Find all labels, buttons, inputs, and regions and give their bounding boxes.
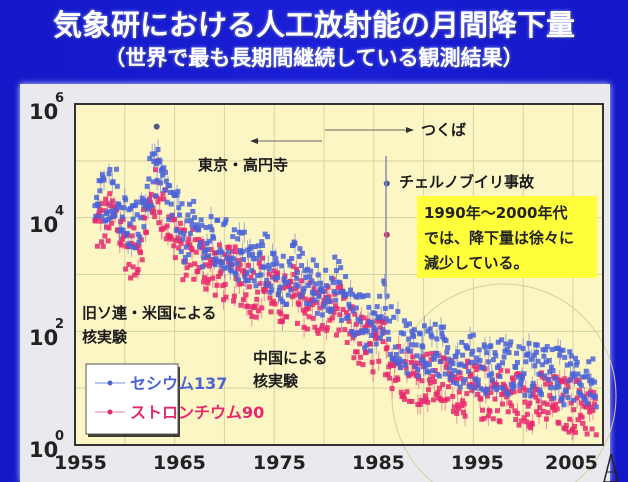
plot-frame	[74, 103, 604, 446]
koenji-label: 東京・高円寺	[198, 156, 288, 174]
koenji-arrow	[250, 138, 322, 144]
y-tick-1e4-exp: 4	[55, 204, 64, 219]
legend-item-cesium: セシウム137	[95, 374, 227, 393]
chernobyl-label: チェルノブイリ事故	[399, 173, 535, 191]
tsukuba-label: つくば	[421, 121, 466, 139]
tsukuba-arrow	[325, 127, 414, 133]
legend: セシウム137 ストロンチウム90	[85, 363, 264, 437]
note-line1: 1990年～2000年代	[424, 204, 568, 222]
y-tick-1e6: 10	[29, 100, 58, 124]
legend-label-strontium: ストロンチウム90	[130, 403, 264, 422]
note-line3: 減少している。	[424, 254, 529, 272]
china-label-line1: 中国による	[253, 349, 328, 367]
x-tick-1995: 1995	[451, 452, 504, 474]
page-subtitle: （世界で最も長期間継続している観測結果）	[104, 46, 524, 70]
x-tick-1975: 1975	[253, 452, 306, 474]
legend-item-strontium: ストロンチウム90	[95, 403, 264, 422]
ussr-us-label-line2: 核実験	[82, 328, 128, 346]
y-tick-1e4: 10	[29, 213, 58, 237]
y-axis: 10 6 10 4 10 2 10 0	[29, 91, 64, 462]
ussr-us-label-line1: 旧ソ連・米国による	[82, 304, 217, 322]
y-tick-1e0-exp: 0	[55, 429, 64, 444]
x-tick-1985: 1985	[352, 452, 405, 474]
y-tick-1e2-exp: 2	[55, 317, 64, 332]
china-label-line2: 核実験	[253, 372, 299, 390]
x-tick-1965: 1965	[153, 452, 206, 474]
page-title: 気象研における人工放射能の月間降下量	[52, 8, 575, 42]
x-axis: 1955 1965 1975 1985 1995 2005	[54, 452, 598, 474]
tower-icon	[603, 453, 619, 482]
y-tick-1e2: 10	[29, 326, 58, 350]
x-tick-1955: 1955	[54, 452, 107, 474]
y-tick-1e6-exp: 6	[55, 91, 64, 106]
data-points	[92, 123, 599, 441]
x-tick-2005: 2005	[545, 452, 598, 474]
legend-label-cesium: セシウム137	[130, 374, 227, 393]
note-box: 1990年～2000年代 では、降下量は徐々に 減少している。	[417, 196, 597, 278]
y-tick-1e0: 10	[29, 438, 58, 462]
note-line2: では、降下量は徐々に	[424, 229, 574, 247]
